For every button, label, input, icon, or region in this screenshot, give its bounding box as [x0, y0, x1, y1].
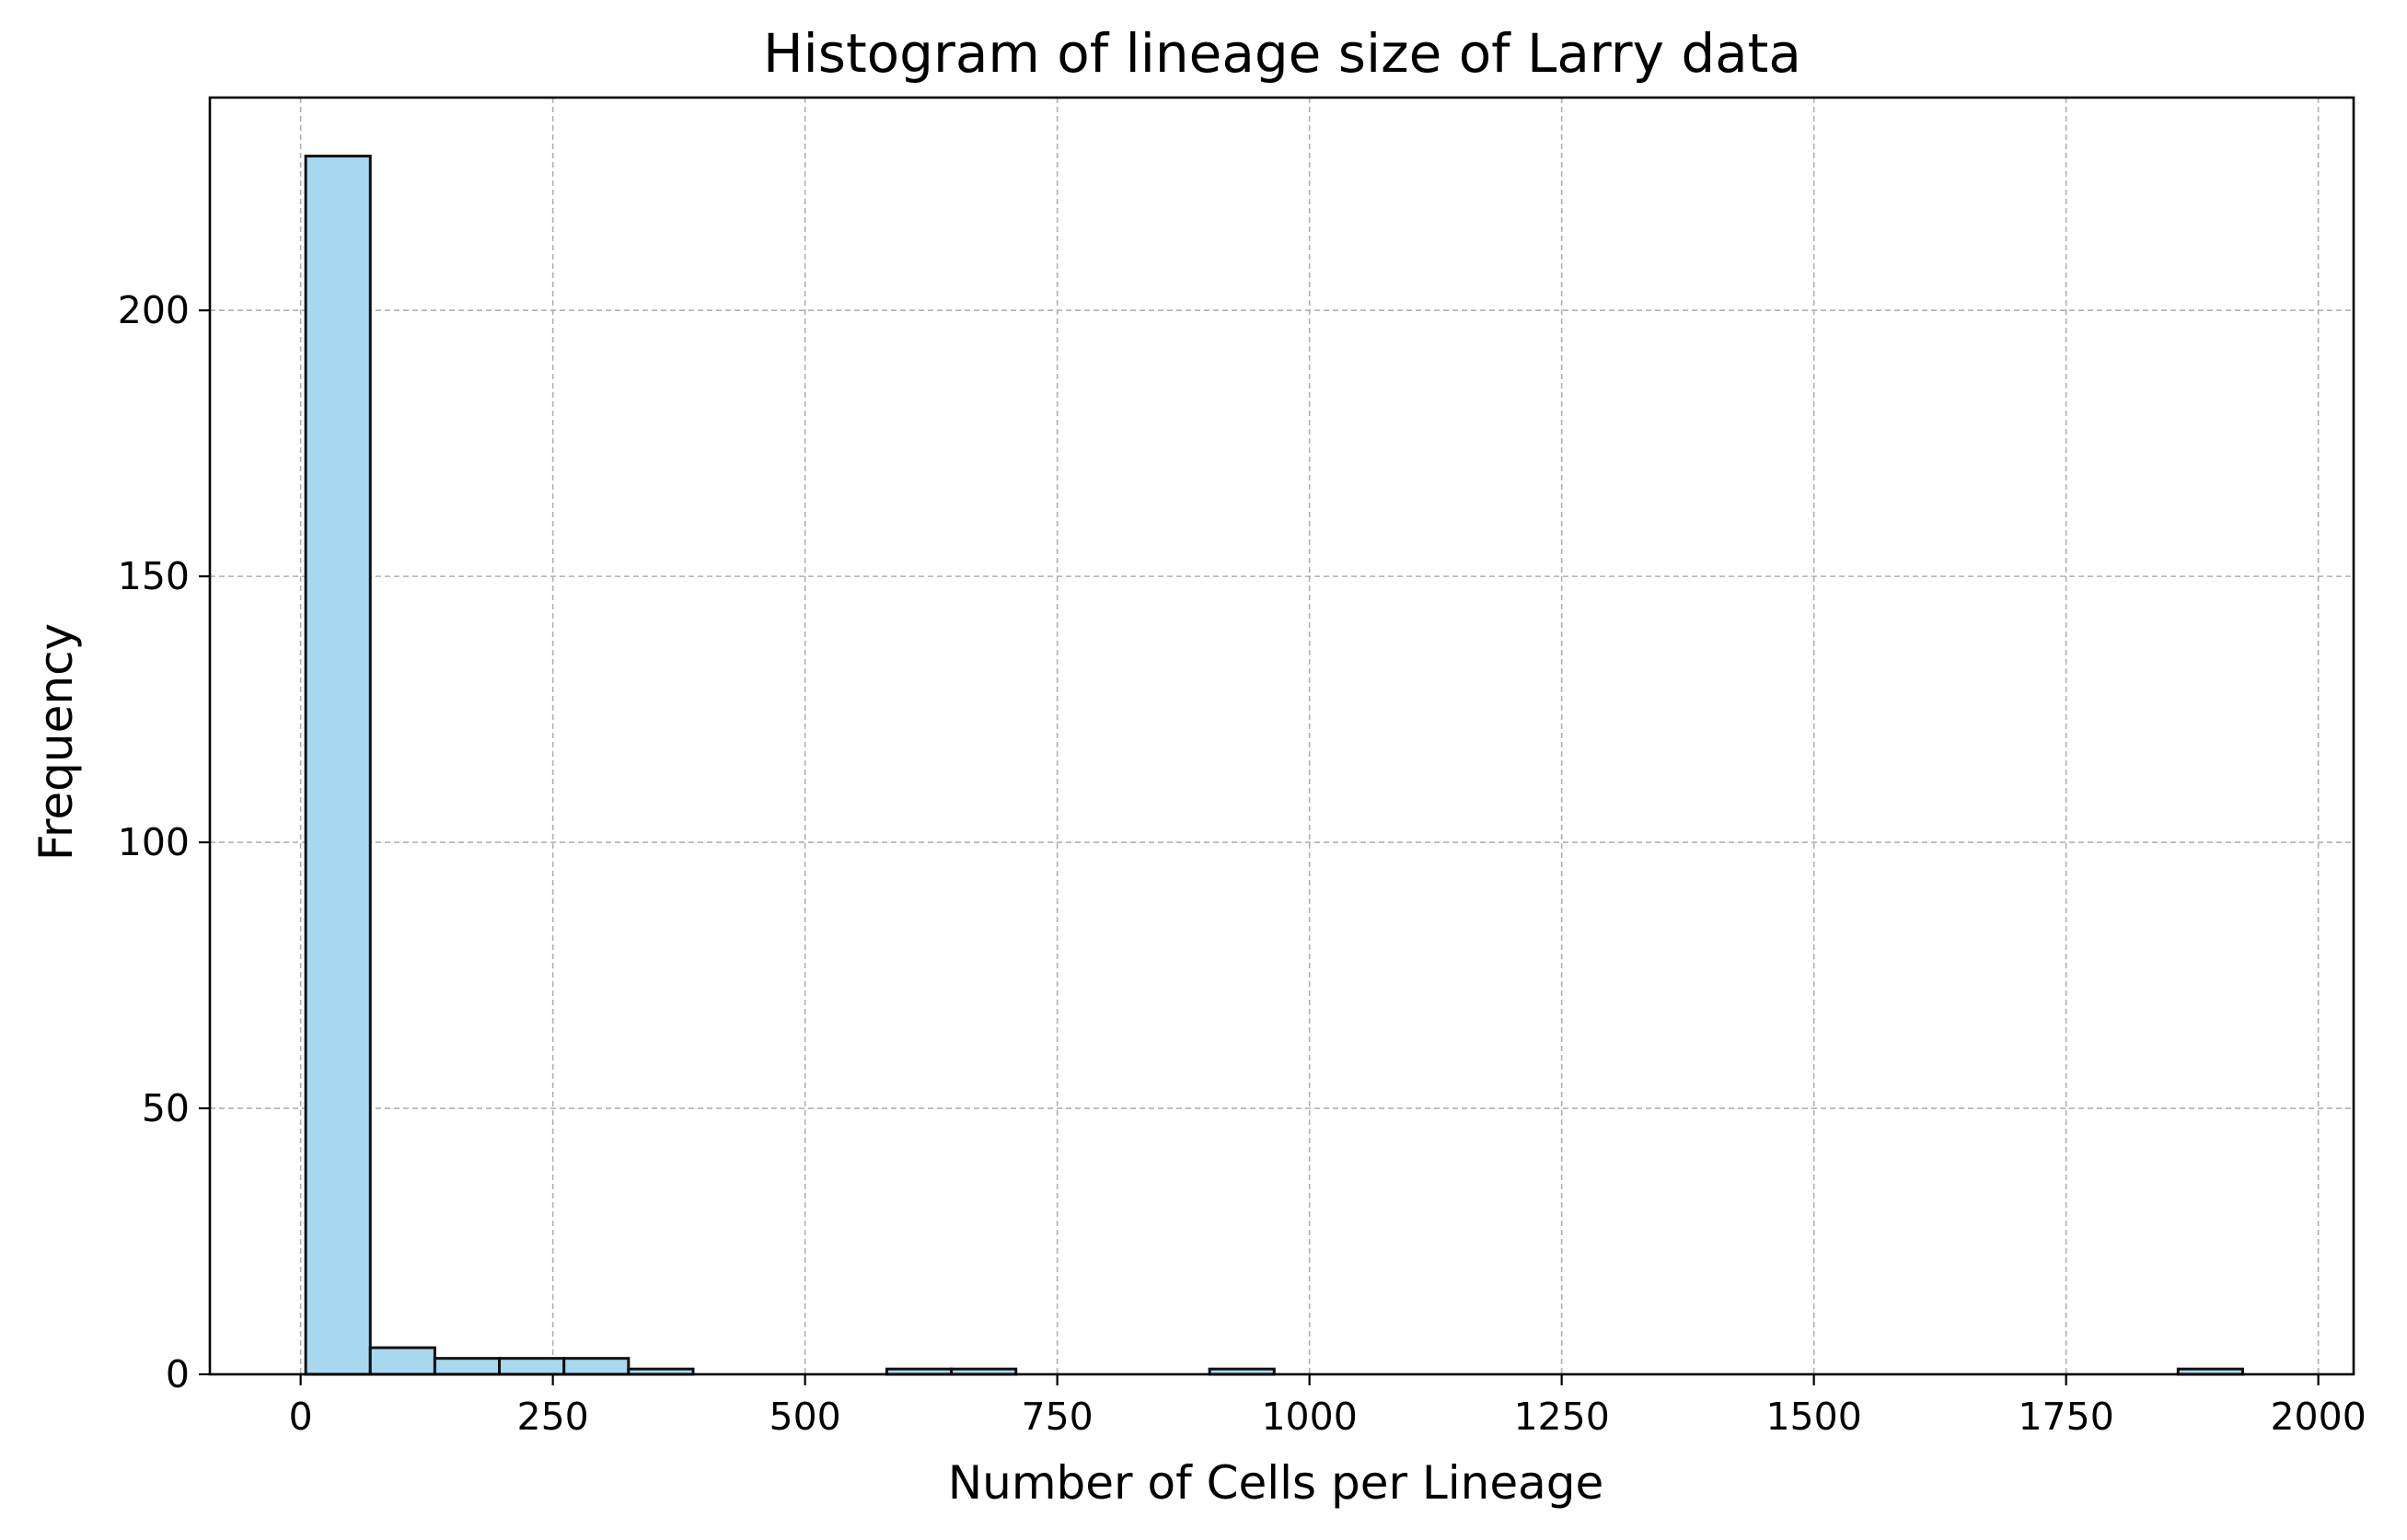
x-tick-label: 250: [517, 1395, 589, 1439]
x-tick-label: 1500: [1765, 1395, 1861, 1439]
histogram-bar: [498, 1357, 566, 1376]
histogram-bar: [433, 1357, 502, 1376]
x-tick-label: 1000: [1261, 1395, 1357, 1439]
plot-frame: [208, 96, 2355, 1376]
x-tick-label: 500: [770, 1395, 841, 1439]
axis-ticks: 0 250 500 750 1000 1250 1500 1750 2000 0 50 100 150 2…: [118, 288, 2366, 1439]
y-tick-label: 50: [142, 1086, 190, 1130]
histogram-bars: [304, 155, 2244, 1376]
x-tick-label: 0: [289, 1395, 313, 1439]
y-axis-label: Frequency: [29, 623, 83, 861]
histogram-bar: [368, 1346, 436, 1376]
histogram-bar: [304, 155, 372, 1376]
histogram-bar: [562, 1357, 631, 1376]
x-tick-label: 1250: [1513, 1395, 1609, 1439]
chart-title: Histogram of lineage size of Larry data: [763, 22, 1801, 85]
x-axis-label: Number of Cells per Lineage: [948, 1456, 1604, 1510]
x-tick-label: 2000: [2270, 1395, 2366, 1439]
y-tick-label: 200: [118, 288, 190, 332]
y-tick-label: 0: [166, 1352, 190, 1396]
x-tick-label: 750: [1022, 1395, 1094, 1439]
x-tick-label: 1750: [2018, 1395, 2113, 1439]
y-tick-label: 150: [118, 554, 190, 598]
y-tick-label: 100: [118, 820, 190, 864]
